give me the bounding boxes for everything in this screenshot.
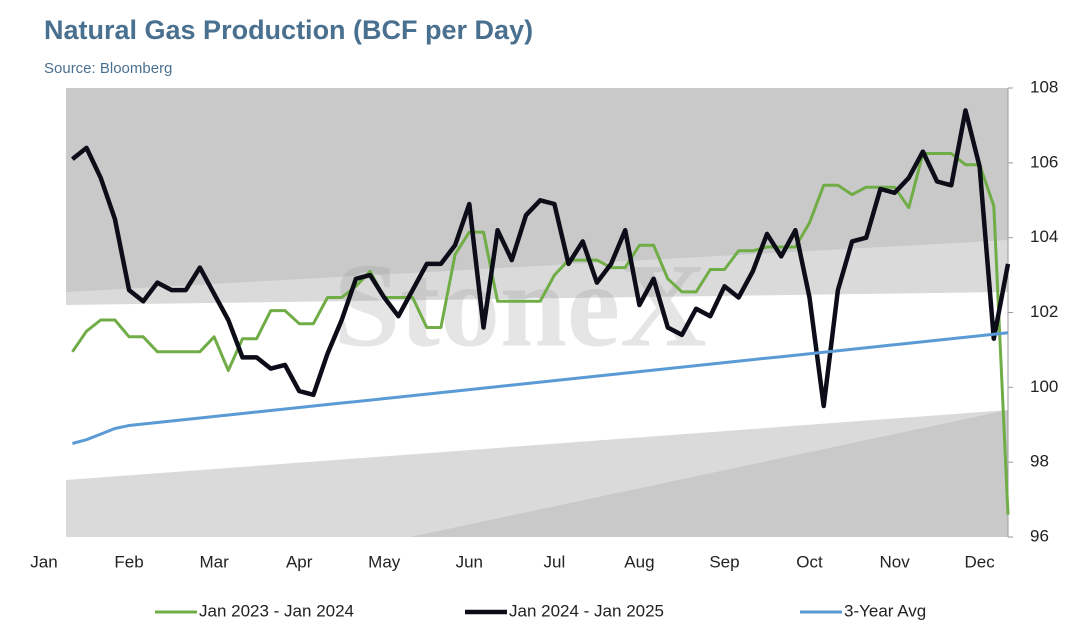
- series-line: [71, 108, 1011, 409]
- y-tick-label: 104: [1030, 227, 1058, 246]
- x-tick-label: Jan: [30, 552, 57, 571]
- y-tick-label: 108: [1030, 77, 1058, 96]
- y-tick-label: 98: [1030, 452, 1049, 471]
- x-tick-label: Apr: [286, 552, 313, 571]
- x-tick-label: Nov: [879, 552, 910, 571]
- x-tick-label: Mar: [199, 552, 229, 571]
- legend-label: 3-Year Avg: [844, 601, 926, 620]
- range-band: [66, 292, 1008, 480]
- x-tick-label: Dec: [965, 552, 996, 571]
- y-tick-label: 106: [1030, 152, 1058, 171]
- chart-subtitle: Source: Bloomberg: [44, 60, 172, 77]
- x-tick-label: Jun: [456, 552, 483, 571]
- x-tick-label: Jul: [543, 552, 565, 571]
- legend-label: Jan 2024 - Jan 2025: [509, 601, 664, 620]
- range-band: [410, 410, 1008, 537]
- legend-label: Jan 2023 - Jan 2024: [199, 601, 354, 620]
- series-line: [72, 331, 1009, 445]
- y-tick-label: 102: [1030, 302, 1058, 321]
- watermark: StoneX: [333, 239, 706, 372]
- y-tick-label: 96: [1030, 526, 1049, 545]
- y-tick-label: 100: [1030, 377, 1058, 396]
- x-tick-label: Feb: [114, 552, 143, 571]
- series-line: [71, 152, 1010, 515]
- x-tick-label: Sep: [709, 552, 739, 571]
- x-tick-label: Aug: [624, 552, 654, 571]
- x-tick-label: Oct: [796, 552, 823, 571]
- x-tick-label: May: [368, 552, 401, 571]
- chart-title: Natural Gas Production (BCF per Day): [44, 15, 533, 45]
